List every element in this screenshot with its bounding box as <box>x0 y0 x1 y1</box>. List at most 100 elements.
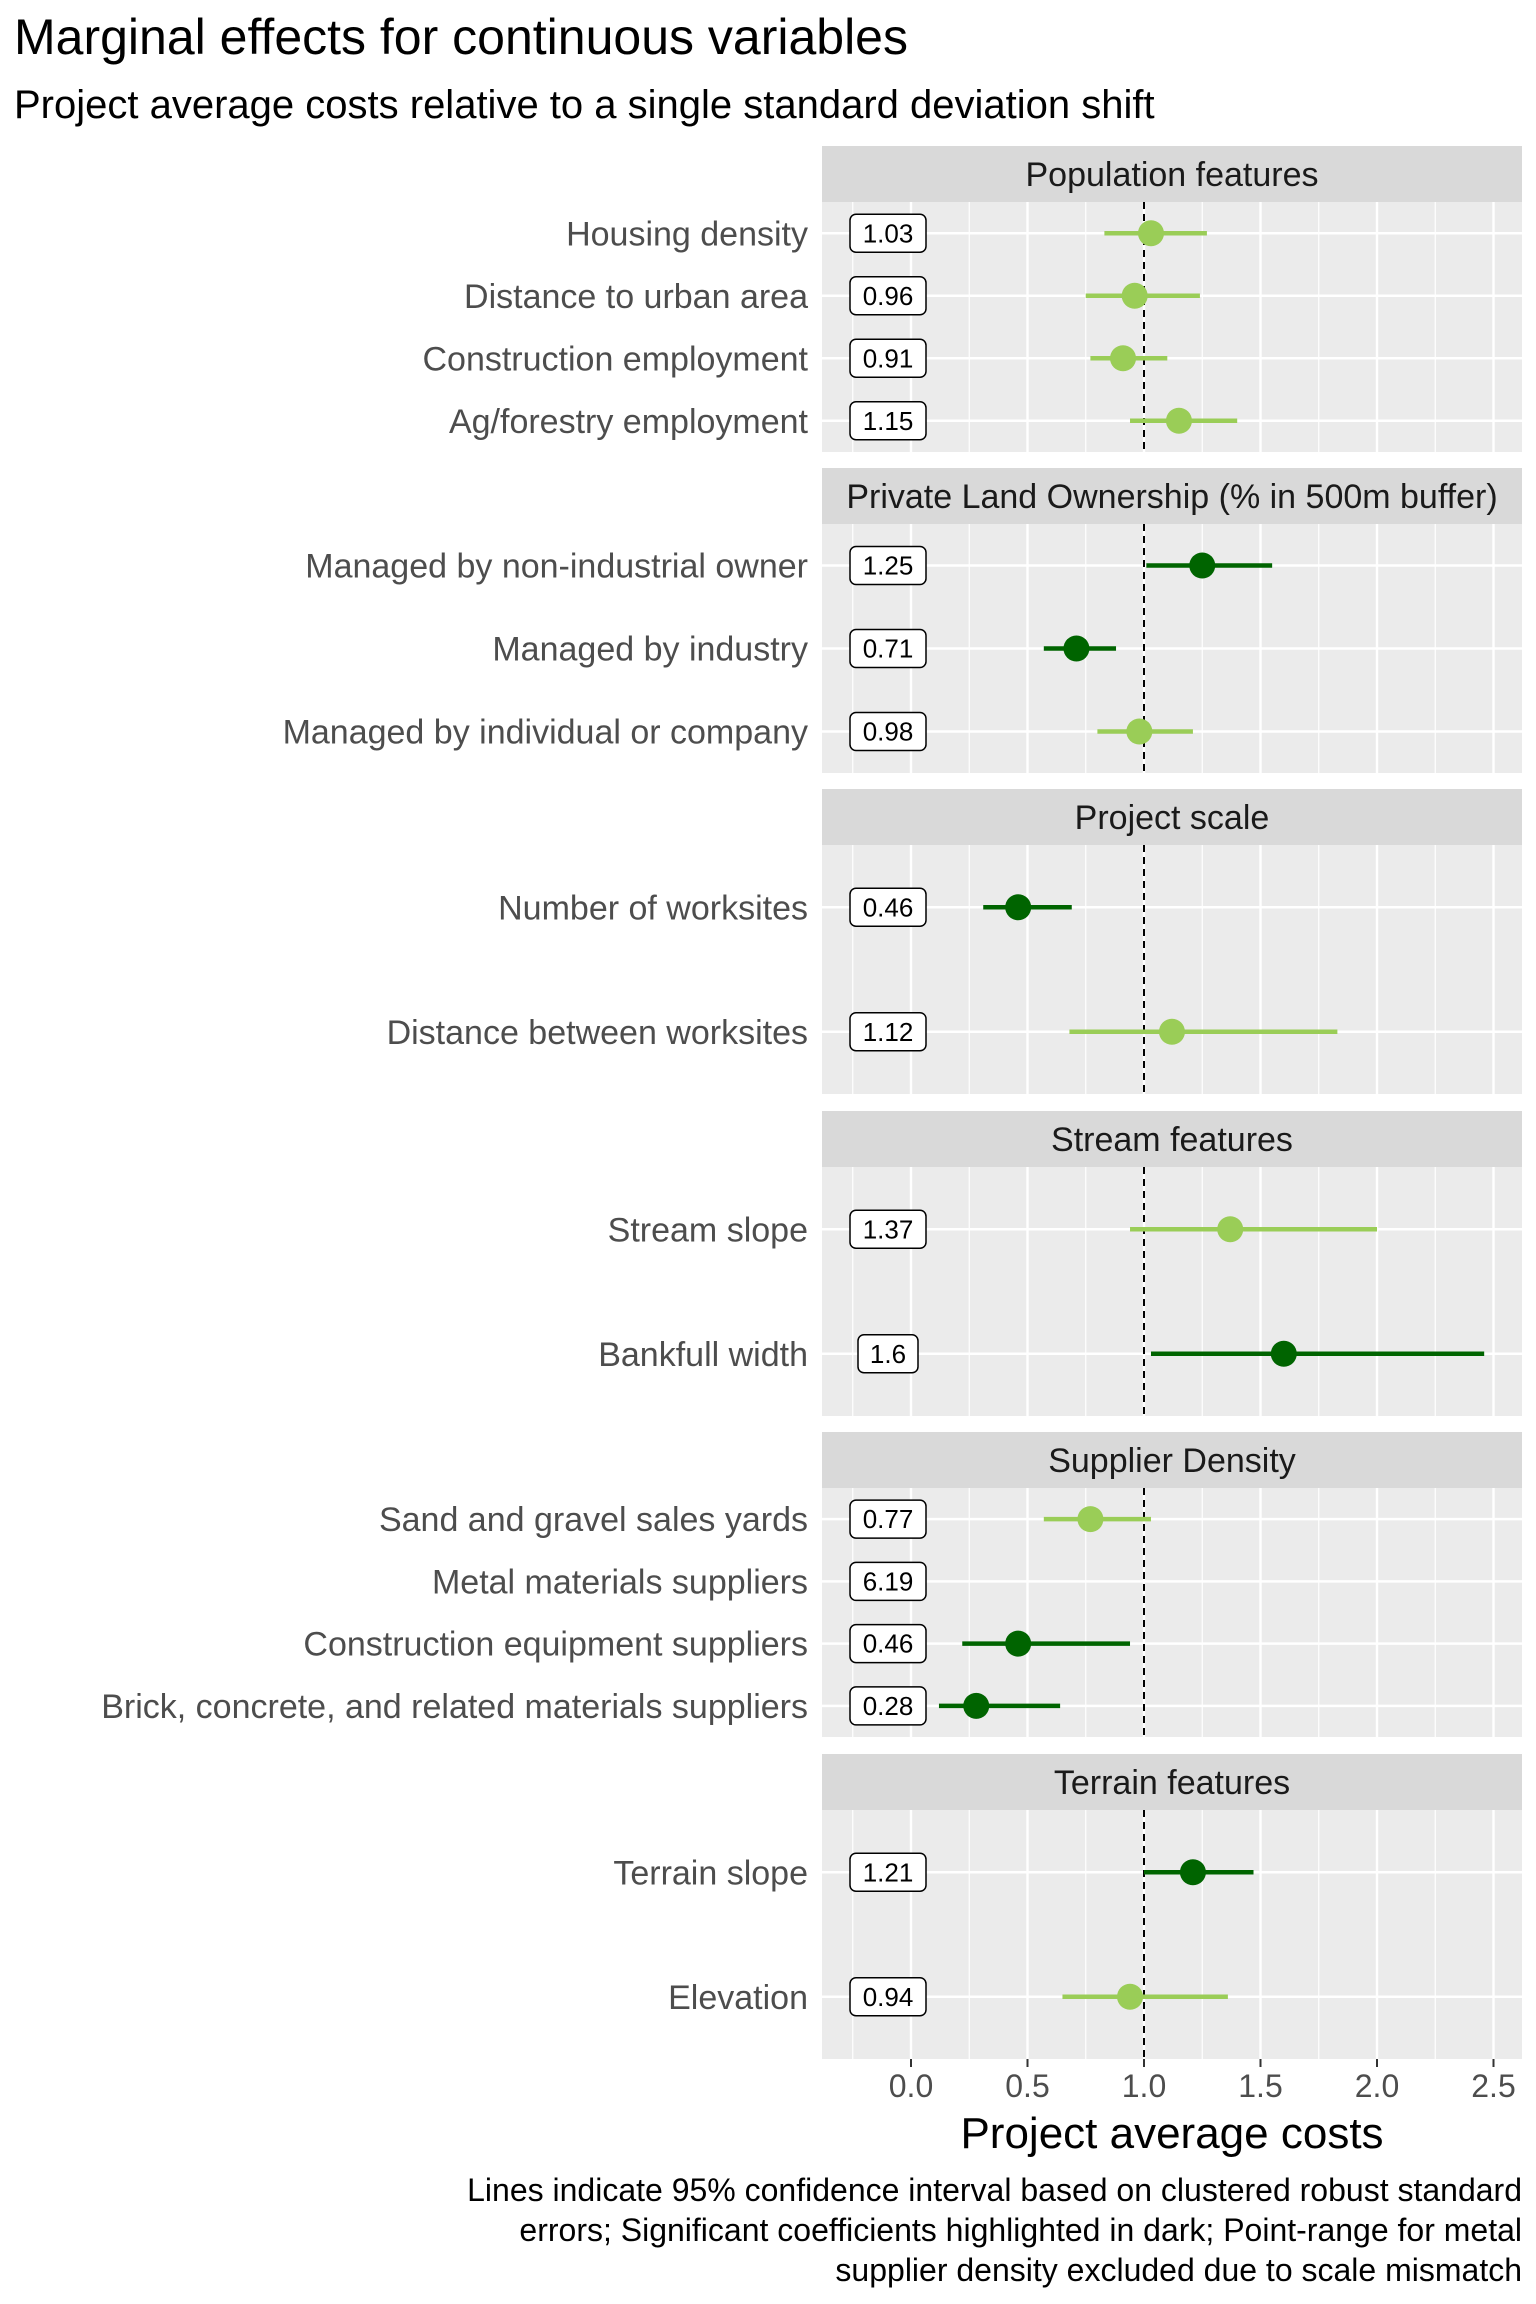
x-tick-label: 2.5 <box>1471 2068 1515 2104</box>
category-label: Terrain slope <box>613 1854 808 1892</box>
value-label-box <box>849 887 927 927</box>
estimate-point <box>1121 282 1148 309</box>
value-label-box <box>849 1209 927 1249</box>
value-label: 0.96 <box>863 281 914 311</box>
value-label: 0.46 <box>863 892 914 922</box>
estimate-point <box>1270 1340 1297 1367</box>
value-label: 1.37 <box>863 1214 914 1244</box>
facet-panel: Project scale Number of worksites 0.46 Dist… <box>387 789 1522 1094</box>
facet-panel: Terrain features Terrain slope 1.21 Elevati… <box>613 1754 1522 2059</box>
category-label: Brick, concrete, and related materials s… <box>101 1688 808 1726</box>
facet-strip-label: Stream features <box>1051 1121 1293 1159</box>
value-label: 1.21 <box>863 1857 914 1887</box>
estimate-point <box>1063 635 1090 662</box>
value-label: 0.91 <box>863 343 914 373</box>
value-label-box <box>849 628 927 669</box>
panel-background <box>822 1810 1522 2059</box>
panel-background <box>822 1167 1522 1416</box>
value-label: 0.28 <box>863 1691 914 1721</box>
facet-panel: Population features Housing density 1.03 Di… <box>422 146 1522 452</box>
value-label-box <box>849 338 927 378</box>
category-label: Ag/forestry employment <box>449 403 809 441</box>
category-label: Managed by industry <box>492 631 808 669</box>
value-label-box <box>849 1012 927 1052</box>
x-tick-label: 1.5 <box>1238 2068 1282 2104</box>
facet-strip <box>822 1111 1522 1167</box>
facet-strip-label: Terrain features <box>1054 1764 1290 1802</box>
facet-panel: Supplier Density Sand and gravel sales ya… <box>101 1432 1522 1737</box>
category-label: Managed by individual or company <box>283 714 808 752</box>
facet-strip-label: Project scale <box>1075 799 1270 837</box>
value-label-box <box>849 276 927 316</box>
facet-strip-label: Supplier Density <box>1048 1442 1296 1480</box>
facet-panels: Population features Housing density 1.03 Di… <box>101 146 1522 2059</box>
x-axis: 0.0 0.5 1.0 1.5 2.0 2.5 <box>889 2059 1516 2104</box>
facet-strip <box>822 468 1522 524</box>
value-label: 0.71 <box>863 634 914 664</box>
category-label: Bankfull width <box>598 1336 808 1374</box>
panel-background <box>822 1488 1522 1737</box>
value-label: 0.77 <box>863 1504 914 1534</box>
x-tick-label: 0.5 <box>1005 2068 1049 2104</box>
caption-line: Lines indicate 95% confidence interval b… <box>467 2172 1522 2208</box>
facet-panel: Stream features Stream slope 1.37 Bankfull … <box>598 1111 1522 1416</box>
category-label: Managed by non-industrial owner <box>305 548 808 586</box>
value-label: 0.98 <box>863 717 914 747</box>
chart-subtitle: Project average costs relative to a sing… <box>14 83 1155 127</box>
estimate-point <box>1179 1859 1206 1886</box>
category-label: Number of worksites <box>498 889 808 927</box>
facet-strip <box>822 789 1522 845</box>
category-label: Distance between worksites <box>387 1014 808 1052</box>
value-label: 6.19 <box>863 1566 914 1596</box>
value-label-box <box>849 213 927 253</box>
estimate-point <box>1005 1630 1032 1657</box>
estimate-point <box>1126 718 1153 745</box>
estimate-point <box>1110 345 1137 372</box>
category-label: Housing density <box>566 215 808 253</box>
estimate-point <box>963 1692 990 1719</box>
value-label: 1.03 <box>863 218 914 248</box>
value-label: 1.25 <box>863 551 914 581</box>
estimate-point <box>1165 407 1192 434</box>
facet-strip <box>822 1754 1522 1810</box>
estimate-point <box>1137 220 1164 247</box>
estimate-point <box>1217 1216 1244 1243</box>
category-label: Distance to urban area <box>464 278 808 316</box>
estimate-point <box>1077 1506 1104 1533</box>
category-label: Construction equipment suppliers <box>303 1626 808 1664</box>
value-label-box <box>849 1852 927 1892</box>
value-label: 0.46 <box>863 1629 914 1659</box>
value-label-box <box>849 1686 927 1726</box>
category-label: Elevation <box>668 1979 808 2017</box>
value-label-box <box>849 1623 927 1664</box>
value-label-box <box>849 1499 927 1539</box>
value-label: 0.94 <box>863 1982 914 2012</box>
value-label-box <box>849 545 927 586</box>
category-label: Construction employment <box>422 340 808 378</box>
caption-line: errors; Significant coefficients highlig… <box>519 2212 1522 2248</box>
estimate-point <box>1117 1983 1144 2010</box>
value-label: 1.6 <box>870 1339 906 1369</box>
value-label-box <box>857 1334 919 1374</box>
value-label-box <box>849 401 927 441</box>
facet-strip <box>822 1432 1522 1488</box>
value-label: 1.15 <box>863 406 914 436</box>
category-label: Sand and gravel sales yards <box>379 1501 808 1539</box>
facet-strip-label: Population features <box>1026 156 1319 194</box>
estimate-point <box>1189 552 1216 579</box>
x-tick-label: 2.0 <box>1355 2068 1399 2104</box>
value-label-box <box>849 711 927 752</box>
x-tick-label: 1.0 <box>1122 2068 1166 2104</box>
chart-title: Marginal effects for continuous variable… <box>14 9 908 65</box>
x-tick-label: 0.0 <box>889 2068 933 2104</box>
category-label: Stream slope <box>608 1211 808 1249</box>
facet-panel: Private Land Ownership (% in 500m buffer… <box>283 468 1522 773</box>
estimate-point <box>1005 894 1032 921</box>
value-label-box <box>849 1977 927 2017</box>
category-label: Metal materials suppliers <box>432 1563 808 1601</box>
facet-strip <box>822 146 1522 202</box>
chart-caption: Lines indicate 95% confidence interval b… <box>467 2172 1522 2288</box>
caption-line: supplier density excluded due to scale m… <box>835 2252 1522 2288</box>
estimate-point <box>1158 1018 1185 1045</box>
